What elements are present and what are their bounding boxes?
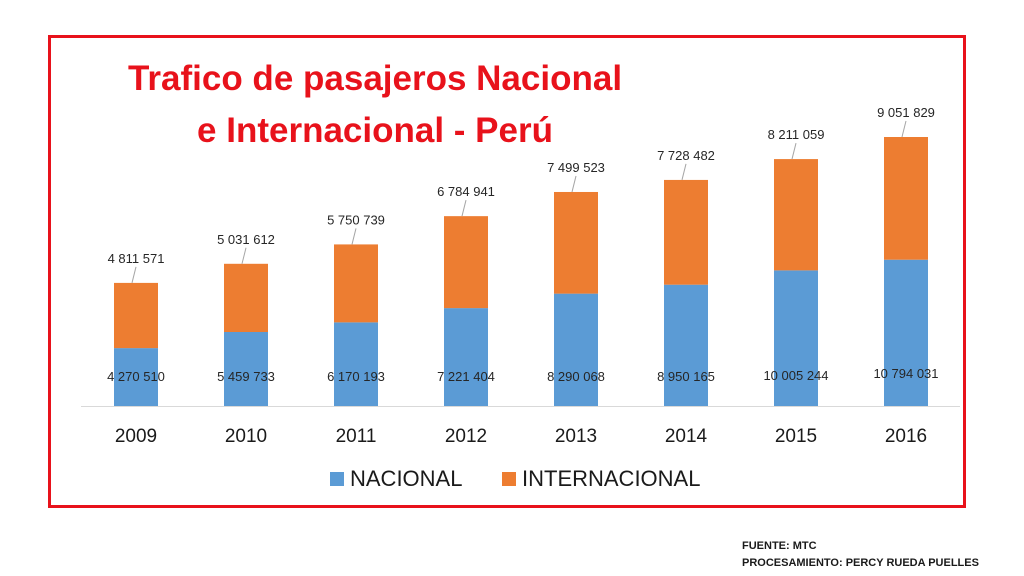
leader-line-2011 <box>351 228 357 245</box>
bar-internacional-2014 <box>664 179 708 285</box>
processing-note: PROCESAMIENTO: PERCY RUEDA PUELLES <box>742 557 979 569</box>
bar-nacional-2015 <box>774 270 818 406</box>
bar-nacional-2011 <box>334 322 378 406</box>
data-label-nacional-2010: 5 459 733 <box>217 369 275 384</box>
data-label-nacional-2014: 8 950 165 <box>657 369 715 384</box>
chart-title-line-2: e Internacional - Perú <box>197 111 553 150</box>
data-label-internacional-2012: 6 784 941 <box>437 184 495 199</box>
legend-label-internacional: INTERNACIONAL <box>522 466 700 491</box>
leader-line-2010 <box>241 247 247 264</box>
source-note: FUENTE: MTC <box>742 540 817 552</box>
bar-internacional-2016 <box>884 137 928 260</box>
bar-internacional-2015 <box>774 159 818 271</box>
chart-frame <box>48 35 966 508</box>
bar-nacional-2016 <box>884 259 928 406</box>
data-label-internacional-2014: 7 728 482 <box>657 148 715 163</box>
leader-line-2015 <box>791 142 797 160</box>
data-label-internacional-2015: 8 211 059 <box>768 127 825 142</box>
bar-internacional-2009 <box>114 282 158 349</box>
leader-line-2013 <box>571 175 577 193</box>
chart-title-line-1: Trafico de pasajeros Nacional <box>127 59 623 98</box>
data-label-nacional-2013: 8 290 068 <box>547 369 605 384</box>
bar-nacional-2014 <box>664 284 708 406</box>
bar-nacional-2013 <box>554 293 598 406</box>
bar-internacional-2013 <box>554 191 598 294</box>
x-tick-label-2011: 2011 <box>336 426 377 447</box>
leader-line-2009 <box>131 266 137 284</box>
bar-nacional-2009 <box>114 348 158 406</box>
bar-internacional-2010 <box>224 263 268 332</box>
x-tick-label-2016: 2016 <box>885 426 927 447</box>
x-tick-label-2015: 2015 <box>775 426 817 447</box>
x-tick-label-2009: 2009 <box>115 426 157 447</box>
leader-line-2012 <box>461 200 467 217</box>
data-label-internacional-2016: 9 051 829 <box>877 105 935 120</box>
legend-label-nacional: NACIONAL <box>350 466 462 491</box>
x-tick-label-2012: 2012 <box>445 426 487 447</box>
data-label-internacional-2011: 5 750 739 <box>327 212 385 227</box>
data-label-nacional-2016: 10 794 031 <box>873 366 938 381</box>
data-label-nacional-2011: 6 170 193 <box>327 369 385 384</box>
data-label-internacional-2009: 4 811 571 <box>108 251 165 266</box>
data-label-internacional-2010: 5 031 612 <box>217 232 275 247</box>
data-label-nacional-2015: 10 005 244 <box>763 368 828 383</box>
leader-line-2016 <box>901 120 907 138</box>
x-tick-label-2014: 2014 <box>665 426 708 447</box>
data-label-nacional-2012: 7 221 404 <box>437 369 495 384</box>
bar-nacional-2010 <box>224 331 268 406</box>
bar-internacional-2012 <box>444 216 488 309</box>
x-tick-label-2010: 2010 <box>225 426 267 447</box>
bar-nacional-2012 <box>444 308 488 406</box>
x-tick-label-2013: 2013 <box>555 426 597 447</box>
data-label-internacional-2013: 7 499 523 <box>547 160 605 175</box>
legend-swatch-nacional <box>330 472 344 486</box>
leader-line-2014 <box>681 163 687 181</box>
data-label-nacional-2009: 4 270 510 <box>107 369 165 384</box>
bar-internacional-2011 <box>334 244 378 323</box>
legend-swatch-internacional <box>502 472 516 486</box>
